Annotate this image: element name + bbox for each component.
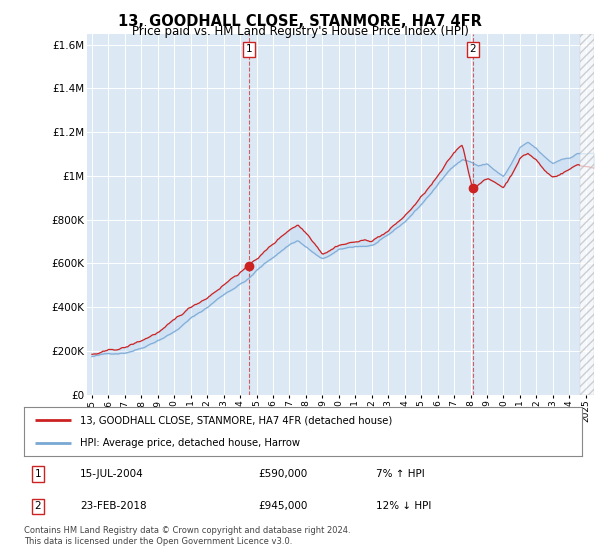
Text: 23-FEB-2018: 23-FEB-2018 bbox=[80, 501, 146, 511]
Text: Price paid vs. HM Land Registry's House Price Index (HPI): Price paid vs. HM Land Registry's House … bbox=[131, 25, 469, 38]
Text: Contains HM Land Registry data © Crown copyright and database right 2024.
This d: Contains HM Land Registry data © Crown c… bbox=[24, 526, 350, 546]
Text: 7% ↑ HPI: 7% ↑ HPI bbox=[376, 469, 424, 479]
Text: 1: 1 bbox=[245, 44, 252, 54]
Text: 13, GOODHALL CLOSE, STANMORE, HA7 4FR (detached house): 13, GOODHALL CLOSE, STANMORE, HA7 4FR (d… bbox=[80, 416, 392, 426]
Text: 2: 2 bbox=[470, 44, 476, 54]
Text: 15-JUL-2004: 15-JUL-2004 bbox=[80, 469, 143, 479]
Text: 2: 2 bbox=[35, 501, 41, 511]
Text: £945,000: £945,000 bbox=[259, 501, 308, 511]
Text: 13, GOODHALL CLOSE, STANMORE, HA7 4FR: 13, GOODHALL CLOSE, STANMORE, HA7 4FR bbox=[118, 14, 482, 29]
Text: 12% ↓ HPI: 12% ↓ HPI bbox=[376, 501, 431, 511]
Text: £590,000: £590,000 bbox=[259, 469, 308, 479]
Text: 1: 1 bbox=[35, 469, 41, 479]
Text: HPI: Average price, detached house, Harrow: HPI: Average price, detached house, Harr… bbox=[80, 438, 300, 448]
